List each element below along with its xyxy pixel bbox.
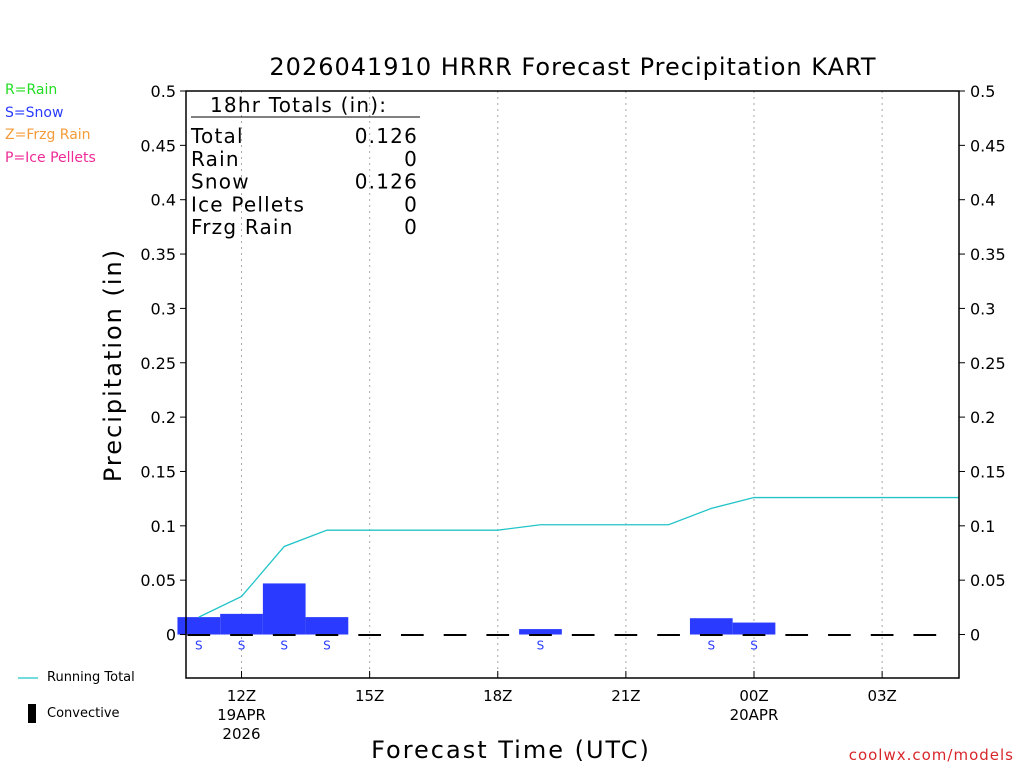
x-tick-sublabel: 2026 [222, 725, 260, 743]
totals-row-value: 0.126 [355, 170, 418, 194]
y-axis: 0.5 0.5 0.45 0.45 0.4 0.4 0.35 0.35 0.3 0.3 0.25 0.… [140, 82, 1005, 645]
y-tick-label-right: 0.2 [970, 408, 995, 427]
snow-bar-23 [689, 618, 733, 635]
y-tick-label-left: 0.3 [151, 299, 176, 318]
y-tick-label-right: 0.3 [970, 299, 995, 318]
legend-ice-pellets: P=Ice Pellets [5, 150, 96, 166]
y-tick-label-left: 0.15 [140, 462, 176, 481]
legend-frzg-rain: Z=Frzg Rain [5, 127, 91, 143]
y-tick-label-right: 0.35 [970, 245, 1006, 264]
y-tick-label-left: 0.2 [151, 408, 176, 427]
y-tick-label-left: 0.25 [140, 354, 176, 373]
y-tick-label-right: 0.05 [970, 571, 1006, 590]
ptype-label: S [537, 639, 545, 653]
y-tick-label-right: 0.4 [970, 191, 995, 210]
grid-lines [241, 91, 883, 678]
ptype-label: S [195, 639, 203, 653]
y-tick-label-left: 0.45 [140, 136, 176, 155]
totals-row-value: 0.126 [355, 124, 418, 148]
ptype-label: S [280, 639, 288, 653]
legend-snow: S=Snow [5, 105, 64, 121]
ptype-label: S [707, 639, 715, 653]
x-tick-label: 15Z [355, 687, 384, 705]
chart-title: 2026041910 HRRR Forecast Precipitation K… [269, 53, 876, 81]
ptype-label: S [323, 639, 331, 653]
convective-legend-label: Convective [47, 706, 120, 721]
x-tick-label: 18Z [483, 687, 512, 705]
running-total-legend-label: Running Total [47, 670, 135, 685]
totals-row-label: Total [190, 124, 244, 148]
y-tick-label-left: 0.4 [151, 191, 176, 210]
bars [177, 583, 776, 635]
watermark: coolwx.com/models [848, 746, 1014, 764]
x-tick-sublabel: 20APR [730, 706, 779, 724]
totals-row-value: 0 [404, 192, 418, 216]
y-tick-label-left: 0.05 [140, 571, 176, 590]
y-tick-label-right: 0.1 [970, 517, 995, 536]
convective-legend-swatch [28, 704, 36, 723]
ptype-label: S [238, 639, 246, 653]
totals-row-value: 0 [404, 147, 418, 171]
totals-box: 18hr Totals (in): Total 0.126 Rain 0 Snow 0.1… [190, 93, 420, 239]
snow-bar-13 [262, 583, 306, 635]
y-tick-label-left: 0.5 [151, 82, 176, 101]
totals-title: 18hr Totals (in): [210, 93, 387, 117]
snow-bar-24 [732, 622, 776, 635]
y-axis-label: Precipitation (in) [99, 248, 127, 482]
x-tick-label: 03Z [867, 687, 896, 705]
snow-bar-14 [305, 617, 349, 635]
totals-row-label: Frzg Rain [191, 215, 294, 239]
y-tick-label-right: 0.15 [970, 462, 1006, 481]
y-tick-label-right: 0.5 [970, 82, 995, 101]
totals-row-label: Snow [191, 170, 250, 194]
y-tick-label-left: 0 [166, 626, 176, 645]
y-tick-label-right: 0.25 [970, 354, 1006, 373]
x-axis-label: Forecast Time (UTC) [371, 736, 651, 764]
y-tick-label-right: 0.45 [970, 136, 1006, 155]
y-tick-label-left: 0.1 [151, 517, 176, 536]
x-tick-sublabel: 19APR [217, 706, 266, 724]
snow-bar-11 [177, 617, 221, 635]
totals-row-label: Rain [191, 147, 240, 171]
snow-bar-19 [519, 629, 562, 635]
plot-frame [185, 90, 960, 679]
running-total-line [198, 496, 959, 618]
totals-row-value: 0 [404, 215, 418, 239]
legend-rain: R=Rain [5, 82, 58, 98]
x-tick-label: 12Z [227, 687, 256, 705]
x-tick-label: 00Z [739, 687, 768, 705]
y-tick-label-right: 0 [970, 626, 980, 645]
x-tick-label: 21Z [611, 687, 640, 705]
y-tick-label-left: 0.35 [140, 245, 176, 264]
ptype-label: S [750, 639, 758, 653]
snow-bar-12 [220, 613, 263, 635]
totals-row-label: Ice Pellets [191, 192, 305, 216]
